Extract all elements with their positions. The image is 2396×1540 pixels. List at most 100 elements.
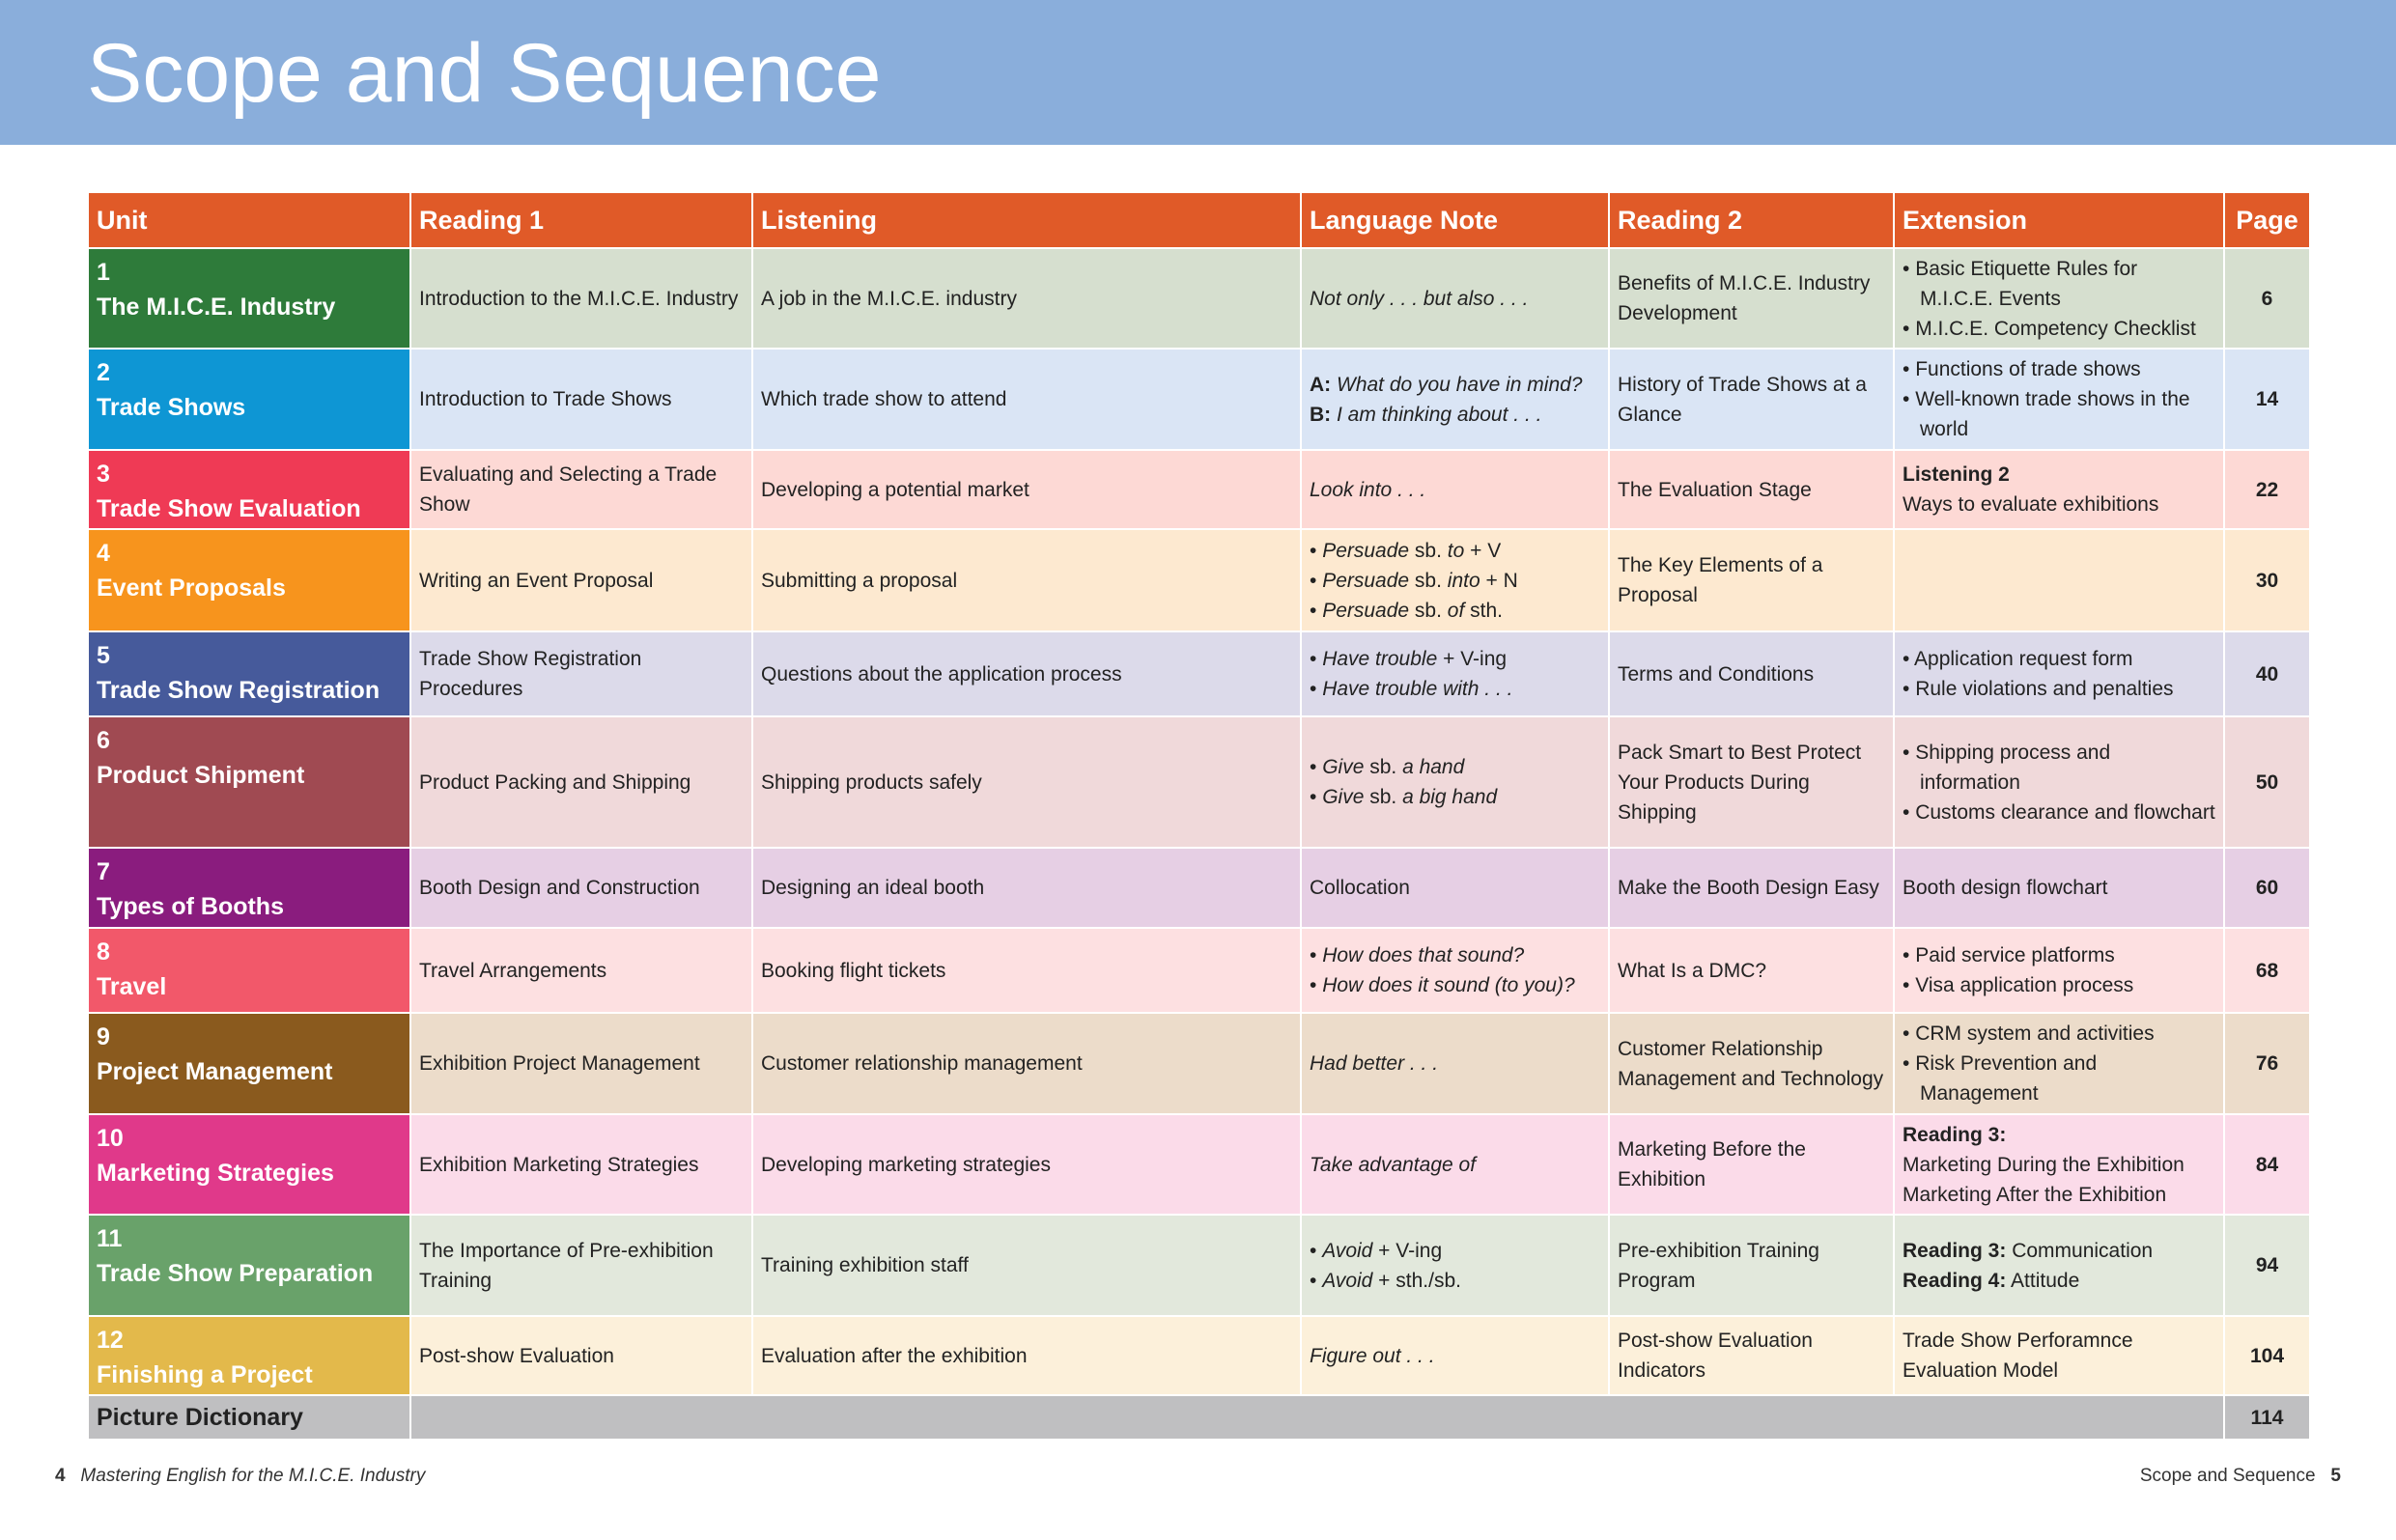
bullet-icon: • bbox=[1310, 599, 1323, 622]
language-note-cell: • Give sb. a hand • Give sb. a big hand bbox=[1300, 715, 1610, 849]
language-note-cell: Not only . . . but also . . . bbox=[1300, 247, 1610, 350]
header-extension: Extension bbox=[1893, 191, 2225, 249]
unit-cell: 7 Types of Booths bbox=[87, 847, 411, 929]
text-segment: Avoid bbox=[1322, 1239, 1373, 1262]
bullet-icon: • bbox=[1310, 974, 1323, 996]
text-line: Trade Show Perforamnce Evaluation Model bbox=[1903, 1326, 2215, 1386]
page-cell: 60 bbox=[2223, 847, 2311, 929]
text-line: Reading 3: bbox=[1903, 1120, 2215, 1150]
text-line: A: What do you have in mind? bbox=[1310, 370, 1600, 400]
text-line: Not only . . . but also . . . bbox=[1310, 284, 1600, 314]
extension-cell: • Functions of trade shows • Well-known t… bbox=[1893, 348, 2225, 451]
picture-dictionary-row: Picture Dictionary 114 bbox=[87, 1394, 2311, 1441]
bullet-item: • M.I.C.E. Competency Checklist bbox=[1903, 314, 2215, 344]
bullet-item: • Rule violations and penalties bbox=[1903, 674, 2215, 704]
reading-2-cell: Make the Booth Design Easy bbox=[1608, 847, 1895, 929]
unit-name: Travel bbox=[97, 973, 167, 1000]
text-line: Reading 4: Attitude bbox=[1903, 1266, 2215, 1296]
table-row: 2 Trade Shows Introduction to Trade Shows W… bbox=[87, 348, 2311, 451]
bullet-item: • Visa application process bbox=[1903, 970, 2215, 1000]
text-segment: A: bbox=[1310, 373, 1337, 396]
bullet-item: • Avoid + V-ing bbox=[1310, 1236, 1600, 1266]
text-segment: Well-known trade shows in the world bbox=[1915, 388, 2190, 440]
page-cell: 104 bbox=[2223, 1315, 2311, 1396]
reading-2-cell: What Is a DMC? bbox=[1608, 927, 1895, 1014]
unit-name: The M.I.C.E. Industry bbox=[97, 294, 336, 321]
extension-cell: • Shipping process and information • Cust… bbox=[1893, 715, 2225, 849]
text-segment: Marketing After the Exhibition bbox=[1903, 1183, 2167, 1206]
page-cell: 94 bbox=[2223, 1214, 2311, 1317]
text-segment: Listening 2 bbox=[1903, 463, 2010, 486]
unit-number: 9 bbox=[97, 1023, 110, 1050]
text-segment: sb. bbox=[1409, 569, 1448, 592]
text-segment: a big hand bbox=[1402, 786, 1498, 808]
listening-cell: Training exhibition staff bbox=[751, 1214, 1302, 1317]
unit-number: 6 bbox=[97, 727, 110, 754]
text-segment: Give bbox=[1322, 786, 1365, 808]
bullet-icon: • bbox=[1310, 539, 1323, 562]
listening-cell: Developing marketing strategies bbox=[751, 1113, 1302, 1216]
unit-cell: 9 Project Management bbox=[87, 1012, 411, 1115]
extension-cell: Reading 3: Communication Reading 4: Attit… bbox=[1893, 1214, 2225, 1317]
extension-cell bbox=[1893, 528, 2225, 632]
reading-2-cell: Benefits of M.I.C.E. Industry Developmen… bbox=[1608, 247, 1895, 350]
table-header-row: Unit Reading 1 Listening Language Note R… bbox=[87, 191, 2311, 249]
extension-cell: Reading 3: Marketing During the Exhibitio… bbox=[1893, 1113, 2225, 1216]
page-cell: 76 bbox=[2223, 1012, 2311, 1115]
bullet-item: • Basic Etiquette Rules for M.I.C.E. Eve… bbox=[1903, 254, 2215, 314]
language-note-cell: Look into . . . bbox=[1300, 449, 1610, 530]
text-segment: Give bbox=[1322, 756, 1365, 778]
text-segment: Basic Etiquette Rules for M.I.C.E. Event… bbox=[1915, 257, 2138, 310]
text-line: Take advantage of bbox=[1310, 1150, 1600, 1180]
unit-cell: 6 Product Shipment bbox=[87, 715, 411, 849]
text-segment: Had better . . . bbox=[1310, 1052, 1439, 1075]
text-segment: Communication bbox=[2006, 1239, 2154, 1262]
text-line: Marketing After the Exhibition bbox=[1903, 1180, 2215, 1210]
header-band: Scope and Sequence bbox=[0, 0, 2396, 145]
text-segment: + sth./sb. bbox=[1372, 1269, 1461, 1292]
text-segment: How does it sound (to you)? bbox=[1322, 974, 1575, 996]
reading-1-cell: Trade Show Registration Procedures bbox=[409, 630, 753, 717]
text-segment: Reading 3: bbox=[1903, 1123, 2007, 1146]
unit-cell: 3 Trade Show Evaluation bbox=[87, 449, 411, 530]
bullet-item: • Risk Prevention and Management bbox=[1903, 1049, 2215, 1108]
bullet-item: • How does it sound (to you)? bbox=[1310, 970, 1600, 1000]
extension-cell: • Application request form • Rule violati… bbox=[1893, 630, 2225, 717]
listening-cell: Customer relationship management bbox=[751, 1012, 1302, 1115]
unit-cell: 4 Event Proposals bbox=[87, 528, 411, 632]
text-segment: Rule violations and penalties bbox=[1915, 678, 2174, 700]
bullet-icon: • bbox=[1310, 1269, 1323, 1292]
text-segment: Figure out . . . bbox=[1310, 1344, 1435, 1367]
table-row: 10 Marketing Strategies Exhibition Marketi… bbox=[87, 1113, 2311, 1216]
table-row: 11 Trade Show Preparation The Importance o… bbox=[87, 1214, 2311, 1317]
bullet-item: • Have trouble + V-ing bbox=[1310, 644, 1600, 674]
text-segment: into bbox=[1447, 569, 1480, 592]
text-segment: Ways to evaluate exhibitions bbox=[1903, 493, 2159, 516]
bullet-item: • Functions of trade shows bbox=[1903, 354, 2215, 384]
picture-dictionary-page: 114 bbox=[2223, 1394, 2311, 1441]
text-segment: B: bbox=[1310, 403, 1337, 426]
text-line: Had better . . . bbox=[1310, 1049, 1600, 1078]
bullet-item: • Application request form bbox=[1903, 644, 2215, 674]
reading-2-cell: Marketing Before the Exhibition bbox=[1608, 1113, 1895, 1216]
header-unit: Unit bbox=[87, 191, 411, 249]
bullet-icon: • bbox=[1903, 1052, 1916, 1075]
unit-cell: 8 Travel bbox=[87, 927, 411, 1014]
unit-name: Event Proposals bbox=[97, 574, 286, 602]
unit-number: 3 bbox=[97, 461, 110, 488]
header-language-note: Language Note bbox=[1300, 191, 1610, 249]
reading-2-cell: Terms and Conditions bbox=[1608, 630, 1895, 717]
text-line: Ways to evaluate exhibitions bbox=[1903, 490, 2215, 519]
text-segment: + V-ing bbox=[1437, 648, 1508, 670]
unit-number: 4 bbox=[97, 540, 110, 567]
table-row: 4 Event Proposals Writing an Event Proposa… bbox=[87, 528, 2311, 632]
bullet-item: • Paid service platforms bbox=[1903, 940, 2215, 970]
text-segment: Avoid bbox=[1322, 1269, 1373, 1292]
unit-number: 8 bbox=[97, 938, 110, 966]
text-segment: sb. bbox=[1364, 756, 1403, 778]
text-segment: a hand bbox=[1402, 756, 1465, 778]
unit-name: Trade Shows bbox=[97, 394, 246, 421]
language-note-cell: • Persuade sb. to + V • Persuade sb. into… bbox=[1300, 528, 1610, 632]
bullet-icon: • bbox=[1903, 648, 1915, 670]
extension-cell: • Basic Etiquette Rules for M.I.C.E. Eve… bbox=[1893, 247, 2225, 350]
